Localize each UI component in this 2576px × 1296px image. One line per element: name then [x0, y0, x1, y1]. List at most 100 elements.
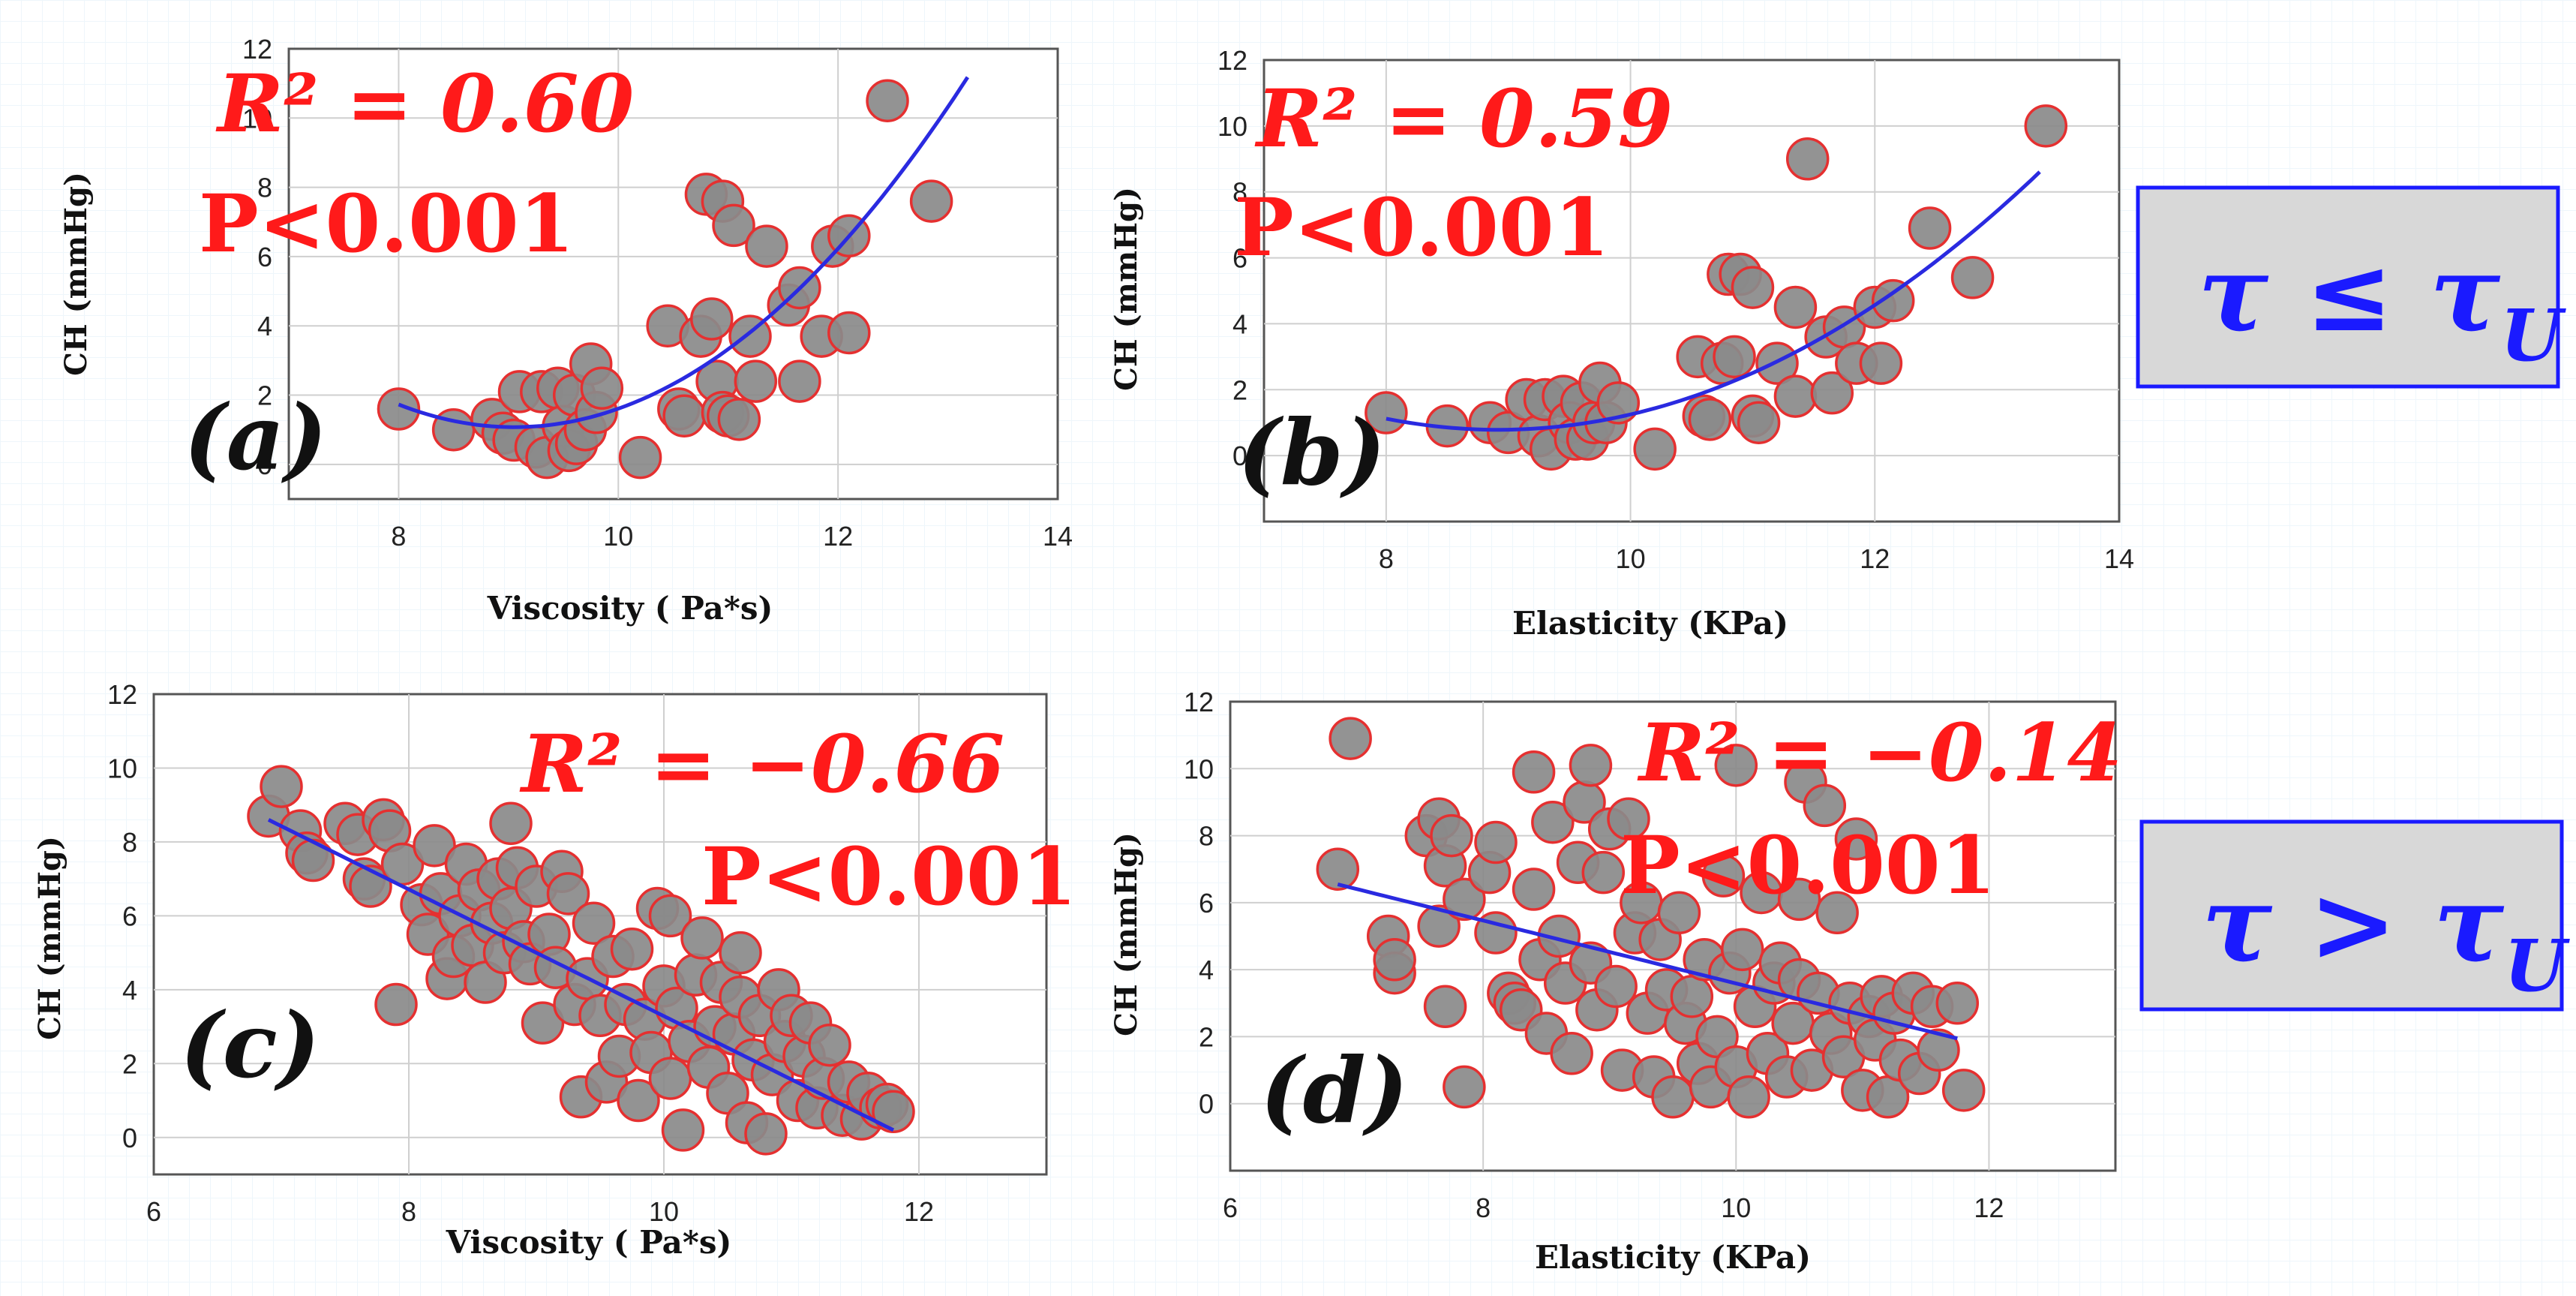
x-tick-label: 8 [1476, 1192, 1491, 1223]
y-axis-label: CH (mmHg) [59, 172, 94, 376]
data-point [1720, 928, 1764, 972]
y-tick-label: 8 [1199, 821, 1214, 852]
x-tick-label: 10 [1721, 1192, 1751, 1223]
y-tick-label: 6 [257, 242, 272, 272]
data-point [1810, 371, 1854, 415]
r-squared-annotation: R² = −0.14 [1637, 705, 2122, 799]
data-point [1950, 256, 1995, 299]
data-point [1430, 813, 1473, 858]
data-point [2024, 104, 2068, 148]
data-point [1713, 335, 1756, 379]
y-tick-label: 4 [122, 975, 137, 1006]
y-tick-label: 0 [1232, 441, 1247, 471]
data-point [1737, 401, 1781, 444]
r-squared-annotation: R² = −0.66 [519, 717, 1004, 810]
fit-curve [1386, 170, 2041, 432]
y-tick-label: 6 [1199, 888, 1214, 919]
data-point [1871, 278, 1915, 323]
data-point [610, 927, 654, 971]
y-tick-label: 0 [122, 1123, 137, 1153]
data-point [1908, 206, 1952, 250]
data-point [909, 179, 953, 223]
data-point [648, 1057, 692, 1100]
panel-label: (a) [184, 385, 327, 491]
data-point [1423, 985, 1467, 1028]
condition-label: τ ≤ τU [2198, 233, 2566, 377]
x-tick-label: 6 [146, 1196, 161, 1227]
panel-c: 6 8 10 12 0 2 4 6 8 10 12 CH (mmHg) Viscosity ( Pa… [32, 679, 1076, 1261]
data-point [617, 1078, 660, 1123]
y-tick-label: 8 [122, 827, 137, 858]
condition-label: τ > τU [2202, 863, 2570, 1008]
data-point [1417, 904, 1461, 948]
data-point [1329, 717, 1372, 760]
data-point [374, 982, 418, 1027]
data-point [1651, 1075, 1695, 1119]
data-point [1941, 1069, 1986, 1112]
data-point [1917, 1028, 1960, 1072]
data-point [1474, 820, 1518, 865]
y-tick-label: 8 [1232, 177, 1247, 208]
x-axis-label: Viscosity ( Pa*s) [487, 590, 773, 627]
panel-d: 6 8 10 12 0 2 4 6 8 10 12 CH (mmHg) Elasticity (KP… [1109, 687, 2122, 1276]
data-point [1443, 1065, 1486, 1109]
data-point [377, 387, 421, 431]
data-point [1803, 783, 1847, 828]
data-point [1714, 744, 1758, 787]
r-squared-annotation: R² = 0.59 [1254, 71, 1673, 165]
p-value-annotation: P<0.001 [701, 829, 1076, 923]
x-tick-label: 12 [1974, 1192, 2004, 1223]
fit-line [267, 818, 895, 1132]
p-value-annotation: P<0.001 [1234, 180, 1609, 274]
p-value-annotation: P<0.001 [1620, 818, 1995, 912]
condition-label-subscript: U [2500, 294, 2566, 377]
y-tick-label: 10 [107, 753, 137, 783]
data-point [1859, 341, 1903, 385]
data-point [745, 224, 788, 268]
y-tick-label: 4 [1232, 308, 1247, 339]
y-tick-label: 2 [1232, 374, 1247, 405]
condition-box-frame [2136, 185, 2560, 389]
data-point [1569, 744, 1613, 787]
data-point [1773, 285, 1818, 329]
y-axis-label: CH (mmHg) [1109, 832, 1144, 1036]
condition-label-main: τ > τ [2202, 863, 2505, 986]
data-point [1607, 797, 1650, 840]
panel-a: 8 10 12 14 0 2 4 6 8 10 12 CH (mmHg) Viscosity ( P… [59, 34, 1073, 627]
data-point [1701, 854, 1746, 898]
data-point [1935, 982, 1980, 1025]
data-point [1773, 374, 1818, 418]
data-point [1815, 891, 1859, 934]
data-point [291, 838, 335, 883]
x-axis-label: Elasticity (KPa) [1512, 605, 1788, 642]
data-point [808, 1023, 851, 1067]
x-tick-label: 8 [391, 521, 406, 552]
y-tick-label: 12 [242, 34, 272, 65]
data-point [546, 872, 590, 916]
condition-box-bottom: τ > τU [2139, 819, 2570, 1012]
fit-curve [398, 76, 969, 429]
condition-box-top: τ ≤ τU [2136, 185, 2566, 389]
x-tick-label: 10 [649, 1196, 679, 1227]
y-tick-label: 2 [1199, 1021, 1214, 1052]
panel-label: (c) [180, 993, 320, 1099]
data-point [1670, 975, 1714, 1018]
data-point [648, 894, 692, 938]
x-tick-label: 12 [904, 1196, 934, 1227]
x-tick-label: 6 [1223, 1192, 1238, 1223]
y-tick-label: 2 [122, 1048, 137, 1079]
data-point [1365, 391, 1408, 435]
x-tick-label: 12 [823, 521, 853, 552]
x-tick-label: 14 [2104, 543, 2134, 574]
data-point [1512, 750, 1556, 794]
y-tick-label: 6 [122, 901, 137, 931]
data-point [413, 824, 456, 868]
data-point [260, 765, 303, 808]
x-tick-label: 12 [1860, 543, 1890, 574]
y-axis-label: CH (mmHg) [32, 836, 68, 1040]
panel-label: (d) [1260, 1038, 1408, 1144]
data-point [680, 916, 724, 960]
data-point [1633, 427, 1677, 471]
x-tick-label: 10 [603, 521, 633, 552]
